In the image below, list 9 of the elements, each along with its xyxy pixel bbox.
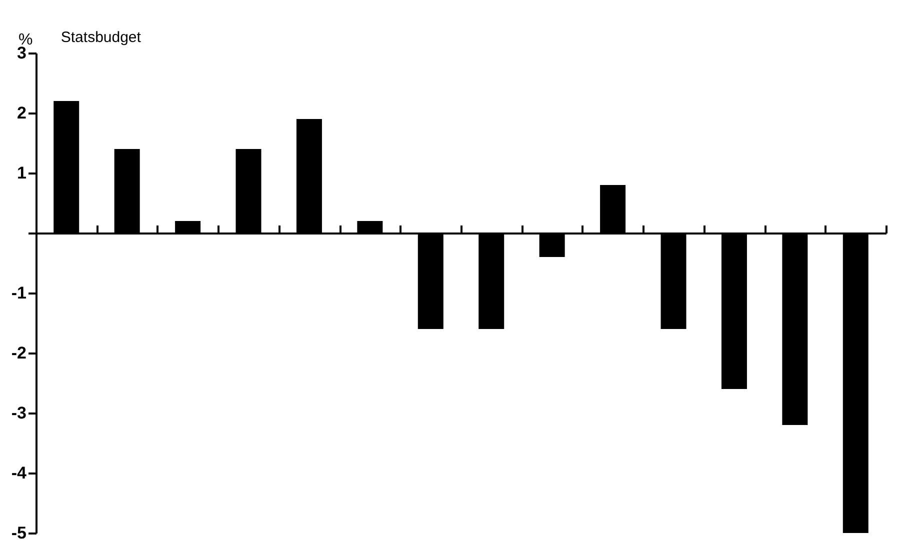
y-tick-label: -3 (11, 404, 26, 422)
y-tick-label: 1 (17, 164, 26, 182)
y-tick-label: 2 (17, 104, 26, 122)
chart-title: Statsbudget (60, 29, 142, 46)
y-tick-label: 3 (17, 44, 26, 62)
y-tick-label: -1 (11, 284, 26, 302)
y-tick-label: -4 (11, 464, 28, 482)
y-tick-label: -2 (11, 344, 26, 362)
y-tick-label: -5 (11, 524, 26, 542)
